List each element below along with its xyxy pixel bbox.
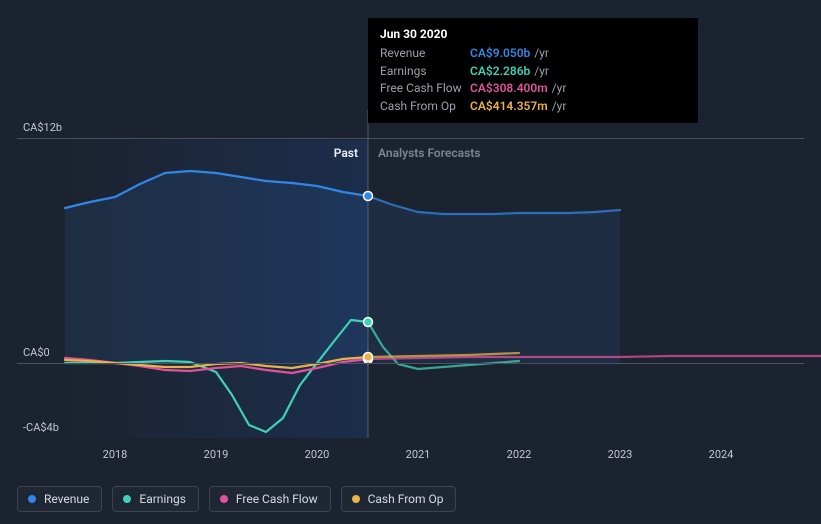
tooltip-date: Jun 30 2020 [380,26,686,43]
x-axis-label: 2019 [204,448,229,461]
x-axis-label: 2020 [305,448,330,461]
chart-legend: Revenue Earnings Free Cash Flow Cash From O… [17,486,456,512]
legend-label: Earnings [139,492,186,506]
legend-item[interactable]: Earnings [112,486,199,512]
x-axis-label: 2022 [507,448,532,461]
x-axis-label: 2018 [103,448,128,461]
tooltip-row: RevenueCA$9.050b/yr [380,45,686,62]
legend-label: Free Cash Flow [236,492,318,506]
legend-item[interactable]: Free Cash Flow [209,486,331,512]
gridline [17,363,804,364]
legend-dot-icon [352,495,360,503]
legend-dot-icon [220,495,228,503]
tooltip-row: EarningsCA$2.286b/yr [380,63,686,80]
legend-label: Cash From Op [368,492,444,506]
gridline [17,138,804,139]
chart-tooltip: Jun 30 2020 RevenueCA$9.050b/yrEarningsC… [368,18,698,123]
tooltip-metric-value: CA$414.357m [470,98,548,115]
tooltip-metric-suffix: /yr [534,45,549,62]
tooltip-metric-label: Earnings [380,63,470,80]
tooltip-metric-value: CA$308.400m [470,80,548,97]
legend-item[interactable]: Revenue [17,486,102,512]
tooltip-metric-value: CA$2.286b [470,63,530,80]
y-axis-label: -CA$4b [23,421,59,434]
tooltip-metric-suffix: /yr [552,98,567,115]
legend-dot-icon [28,495,36,503]
legend-item[interactable]: Cash From Op [341,486,457,512]
y-axis-label: CA$0 [23,346,50,359]
tooltip-metric-label: Revenue [380,45,470,62]
tooltip-metric-label: Cash From Op [380,98,470,115]
tooltip-metric-value: CA$9.050b [470,45,530,62]
tooltip-row: Cash From OpCA$414.357m/yr [380,98,686,115]
x-axis-label: 2024 [709,448,734,461]
x-axis-label: 2023 [608,448,633,461]
legend-dot-icon [123,495,131,503]
tooltip-metric-label: Free Cash Flow [380,80,470,97]
tooltip-metric-suffix: /yr [552,80,567,97]
legend-label: Revenue [44,492,89,506]
y-axis-label: CA$12b [23,121,62,134]
tooltip-metric-suffix: /yr [534,63,549,80]
x-axis-label: 2021 [406,448,431,461]
tooltip-row: Free Cash FlowCA$308.400m/yr [380,80,686,97]
